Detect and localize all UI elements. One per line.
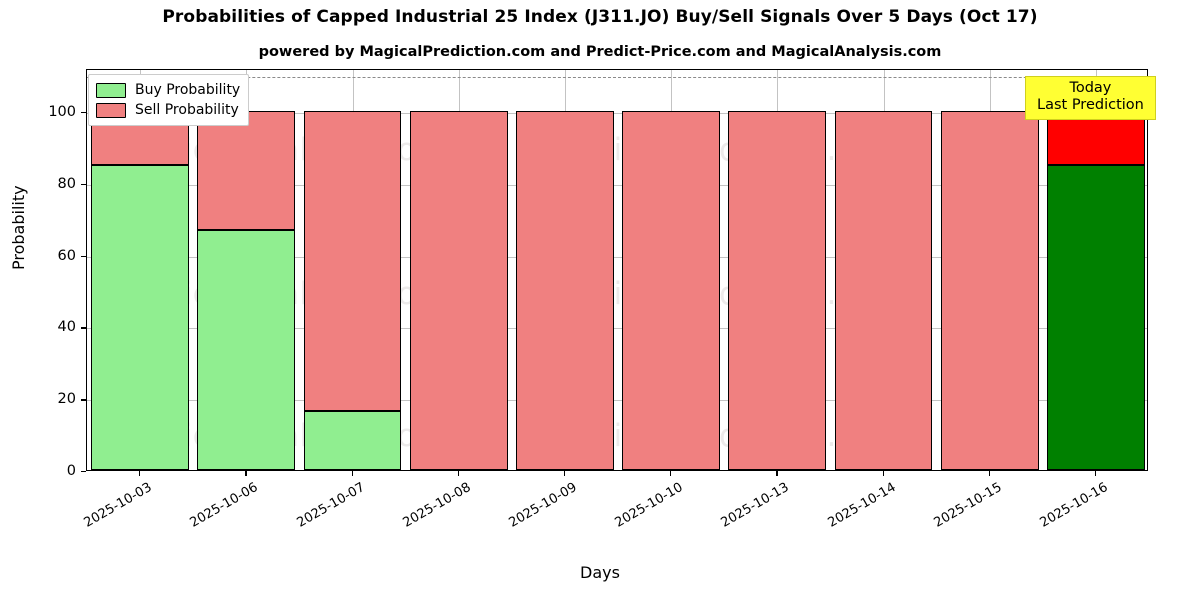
bar-segment-sell[interactable] <box>303 111 402 411</box>
legend-label-sell: Sell Probability <box>135 102 239 118</box>
bar-segment-sell[interactable] <box>834 111 933 470</box>
chart-title: Probabilities of Capped Industrial 25 In… <box>162 7 1038 27</box>
bar-segment-sell[interactable] <box>409 111 508 470</box>
x-tick-mark <box>563 471 566 476</box>
bar-segment-buy[interactable] <box>303 410 402 470</box>
y-tick-mark <box>81 327 86 329</box>
y-tick-mark <box>81 112 86 114</box>
y-axis-label: Probability <box>9 185 28 270</box>
gridline-y-60 <box>87 256 1147 258</box>
x-tick-mark <box>351 471 353 476</box>
y-tick-label: 100 <box>48 104 76 121</box>
x-tick-mark <box>457 471 459 476</box>
today-last-prediction-annotation: Today Last Prediction <box>1025 76 1156 121</box>
x-axis-label: Days <box>580 563 620 582</box>
plot-area: MagicalAnalysis.comMagicalPrediction.com… <box>86 69 1148 471</box>
bar-group[interactable] <box>91 70 189 470</box>
bar-segment-sell[interactable] <box>197 111 296 230</box>
bar-group[interactable] <box>834 70 933 470</box>
y-tick-label: 80 <box>57 175 76 192</box>
gridline-y-20 <box>87 400 1147 402</box>
x-tick-mark <box>670 471 672 476</box>
bar-segment-buy[interactable] <box>91 164 189 470</box>
today-annotation-line1: Today <box>1069 80 1112 96</box>
x-tick-mark <box>988 471 990 476</box>
chart-subtitle: powered by MagicalPrediction.com and Pre… <box>258 44 942 60</box>
y-tick-mark <box>81 399 86 401</box>
legend-swatch-buy-icon <box>96 82 126 98</box>
y-tick-mark <box>81 255 86 257</box>
bar-group[interactable] <box>1047 70 1145 470</box>
gridline-y-40 <box>87 328 1147 330</box>
bar-group[interactable] <box>940 70 1039 470</box>
y-tick-label: 40 <box>57 319 76 336</box>
legend-item-sell: Sell Probability <box>96 100 240 120</box>
bar-group[interactable] <box>409 70 508 470</box>
bar-group[interactable] <box>303 70 402 470</box>
y-tick-mark <box>81 471 86 473</box>
y-tick-mark <box>81 183 86 186</box>
bar-segment-buy[interactable] <box>1047 164 1145 470</box>
bar-segment-sell[interactable] <box>728 111 827 470</box>
legend-label-buy: Buy Probability <box>135 82 241 98</box>
y-tick-label: 20 <box>57 391 76 408</box>
x-tick-mark <box>882 471 884 476</box>
bar-segment-sell[interactable] <box>516 111 614 470</box>
legend-swatch-sell-icon <box>96 102 126 118</box>
bar-group[interactable] <box>197 70 296 470</box>
legend: Buy Probability Sell Probability <box>88 74 250 126</box>
legend-item-buy: Buy Probability <box>96 80 240 100</box>
x-tick-mark <box>776 471 778 476</box>
bars-layer <box>87 70 1147 470</box>
gridline-y-100 <box>87 113 1147 115</box>
bar-segment-buy[interactable] <box>197 229 296 470</box>
today-annotation-line2: Last Prediction <box>1037 97 1144 114</box>
bar-group[interactable] <box>622 70 720 470</box>
bar-segment-sell[interactable] <box>940 111 1039 470</box>
threshold-dashed-line <box>87 77 1147 79</box>
y-tick-label: 60 <box>57 247 76 264</box>
gridline-y-80 <box>87 184 1147 186</box>
x-tick-mark <box>139 471 141 476</box>
bar-group[interactable] <box>728 70 827 470</box>
y-tick-label: 0 <box>66 463 76 479</box>
x-tick-mark <box>245 471 247 476</box>
x-tick-mark <box>1094 471 1097 476</box>
bar-group[interactable] <box>516 70 614 470</box>
bar-segment-sell[interactable] <box>622 111 720 470</box>
